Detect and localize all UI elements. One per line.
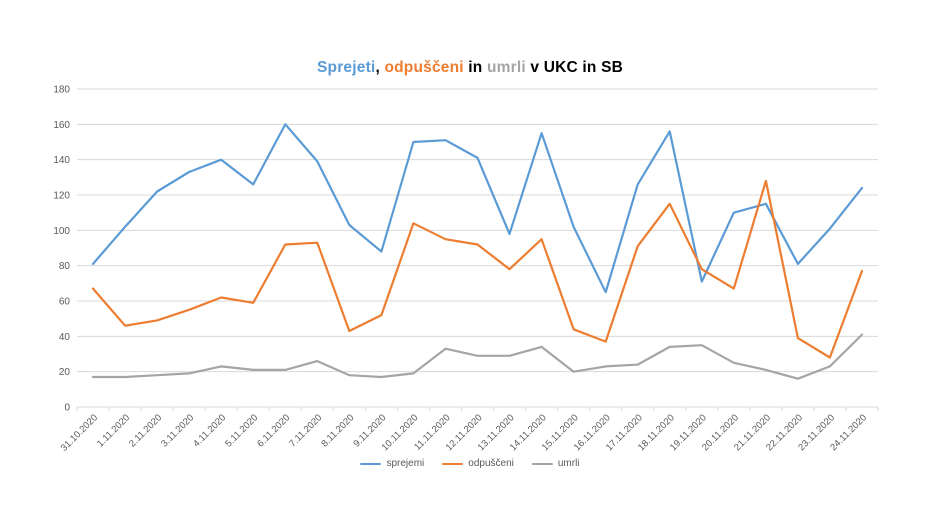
x-tick-label: 1.11.2020 [95, 412, 132, 449]
legend-label-odpusceni: odpuščeni [468, 458, 514, 469]
x-tick-label: 8.11.2020 [319, 412, 356, 449]
y-tick-label-0: 0 [64, 403, 70, 414]
x-tick-label: 31.10.2020 [59, 412, 100, 453]
legend-line-swatch-odpusceni [442, 462, 464, 465]
series-line-umrli [91, 333, 864, 380]
series-line-odpuščeni [91, 179, 864, 359]
gridlines [77, 88, 878, 408]
legend-line-swatch-umrli [531, 462, 553, 465]
legend-label-umrli: umrli [557, 458, 580, 469]
legend-item-sprejemi: sprejemi [360, 458, 424, 469]
legend-item-odpusceni: odpuščeni [442, 458, 514, 469]
title-part-umrli: umrli [486, 59, 526, 76]
data-series [91, 123, 864, 380]
chart-title: Sprejeti, odpuščeni in umrli v UKC in SB [0, 59, 940, 77]
y-tick-label-20: 20 [59, 367, 71, 378]
y-tick-label-180: 180 [53, 85, 70, 96]
y-tick-label-160: 160 [53, 120, 70, 131]
x-tick-label: 5.11.2020 [223, 412, 260, 449]
x-tick-label: 6.11.2020 [255, 412, 292, 449]
y-tick-label-100: 100 [53, 226, 70, 237]
x-axis-labels: 31.10.20201.11.20202.11.20203.11.20204.1… [59, 412, 869, 453]
title-part-comma: , [375, 59, 385, 76]
title-part-in: in [463, 59, 487, 76]
x-tick-label: 2.11.2020 [127, 412, 164, 449]
y-tick-label-120: 120 [53, 191, 70, 202]
y-axis-labels: 0 20 40 60 80 100 120 140 160 180 [53, 85, 70, 414]
legend-label-sprejemi: sprejemi [386, 458, 425, 469]
title-part-suffix: v UKC in SB [525, 59, 624, 76]
y-tick-label-40: 40 [59, 332, 71, 343]
axes-and-ticks [76, 407, 879, 411]
title-part-sprejeti: Sprejeti [316, 59, 376, 76]
chart-legend: sprejemi odpuščeni umrli [0, 458, 940, 469]
y-tick-label-60: 60 [59, 297, 71, 308]
y-tick-label-80: 80 [59, 261, 71, 272]
x-tick-label: 3.11.2020 [159, 412, 196, 449]
series-line-sprejemi [91, 123, 864, 294]
x-tick-label: 4.11.2020 [191, 412, 228, 449]
y-tick-label-140: 140 [53, 155, 70, 166]
legend-line-swatch-sprejemi [360, 462, 382, 465]
title-part-odpusceni: odpuščeni [384, 59, 464, 76]
legend-item-umrli: umrli [531, 458, 580, 469]
x-tick-label: 7.11.2020 [287, 412, 324, 449]
